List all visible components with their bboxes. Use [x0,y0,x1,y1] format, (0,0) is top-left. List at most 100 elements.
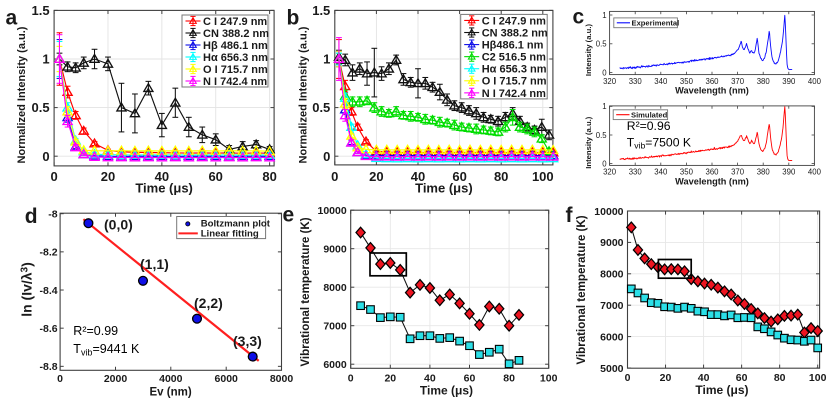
svg-text:0: 0 [50,169,57,184]
svg-text:360: 360 [705,168,719,177]
svg-text:0: 0 [625,372,631,384]
svg-text:(3,3): (3,3) [233,333,262,349]
svg-text:(2,2): (2,2) [194,295,223,311]
svg-text:20: 20 [101,169,115,184]
svg-text:400: 400 [808,168,822,177]
svg-text:40: 40 [698,372,710,384]
svg-text:0: 0 [348,372,354,384]
svg-text:6000: 6000 [215,373,239,385]
svg-text:1: 1 [602,11,606,20]
svg-text:390: 390 [782,77,796,86]
svg-text:Vibrational temperature (K): Vibrational temperature (K) [299,217,312,366]
svg-text:60: 60 [452,169,466,184]
svg-text:Hβ 486.1 nm: Hβ 486.1 nm [203,40,268,52]
svg-text:8000: 8000 [270,373,294,385]
svg-text:1: 1 [323,52,330,67]
svg-text:80: 80 [774,372,786,384]
svg-text:Time (μs): Time (μs) [695,383,748,397]
svg-text:Time (μs): Time (μs) [420,383,473,397]
svg-text:a: a [6,6,18,29]
svg-text:80: 80 [494,169,508,184]
svg-text:0: 0 [602,159,607,168]
svg-text:0: 0 [331,169,338,184]
svg-text:9000: 9000 [600,237,624,249]
svg-text:1: 1 [602,102,606,111]
svg-text:0: 0 [323,149,330,164]
svg-text:60: 60 [736,372,748,384]
svg-text:0: 0 [42,149,49,164]
svg-text:390: 390 [782,168,796,177]
svg-text:8000: 8000 [600,269,624,281]
svg-text:Experimental: Experimental [632,18,680,27]
svg-text:CN 388.2 nm: CN 388.2 nm [203,28,269,40]
svg-text:O I 715.7 nm: O I 715.7 nm [203,64,268,76]
svg-text:C2 516.5 nm: C2 516.5 nm [482,52,546,64]
svg-text:b: b [287,6,300,29]
svg-text:(0,0): (0,0) [104,217,133,233]
svg-text:CN 388.2 nm: CN 388.2 nm [482,27,548,39]
svg-text:(1,1): (1,1) [140,256,169,272]
svg-text:1.5: 1.5 [32,3,50,18]
svg-text:2000: 2000 [104,373,128,385]
svg-text:0.5: 0.5 [32,100,50,115]
svg-text:60: 60 [464,372,476,384]
svg-text:Time (μs): Time (μs) [135,181,193,196]
svg-text:8000: 8000 [323,282,347,294]
svg-text:340: 340 [654,168,668,177]
svg-text:320: 320 [603,168,617,177]
svg-text:-8.8: -8.8 [40,361,58,373]
svg-text:4000: 4000 [159,373,183,385]
svg-text:330: 330 [629,77,643,86]
svg-text:Time (μs): Time (μs) [415,181,473,196]
svg-text:Hβ486.1 nm: Hβ486.1 nm [482,40,544,52]
svg-text:Simulated: Simulated [631,110,668,119]
svg-text:-8: -8 [48,209,57,221]
svg-text:10000: 10000 [317,205,346,217]
svg-text:-8.2: -8.2 [40,247,58,259]
svg-text:O I 715.7 nm: O I 715.7 nm [482,76,547,88]
svg-text:ln (Iv/λ3): ln (Iv/λ3) [19,262,35,317]
svg-text:C I 247.9 nm: C I 247.9 nm [482,15,546,27]
svg-text:C I 247.9 nm: C I 247.9 nm [203,16,267,28]
svg-text:Vibrational temperature (K): Vibrational temperature (K) [575,215,588,364]
svg-text:350: 350 [680,77,694,86]
svg-text:20: 20 [369,169,383,184]
svg-text:Wavelength (nm): Wavelength (nm) [675,176,749,186]
svg-text:0.5: 0.5 [596,131,608,140]
svg-text:f: f [566,204,574,227]
svg-text:380: 380 [757,168,771,177]
svg-text:10000: 10000 [594,206,623,218]
svg-text:100: 100 [532,169,554,184]
svg-text:0.5: 0.5 [596,40,608,49]
svg-text:0.5: 0.5 [312,100,330,115]
svg-text:350: 350 [680,168,694,177]
svg-text:N I 742.4 nm: N I 742.4 nm [203,76,267,88]
svg-text:6000: 6000 [323,359,347,371]
svg-text:Wavelength (nm): Wavelength (nm) [675,86,749,96]
svg-text:40: 40 [155,169,169,184]
svg-text:20: 20 [660,372,672,384]
svg-text:1.5: 1.5 [312,3,330,18]
svg-text:d: d [25,205,38,228]
svg-text:360: 360 [705,77,719,86]
svg-text:c: c [573,5,585,28]
svg-text:7000: 7000 [323,321,347,333]
svg-text:40: 40 [424,372,436,384]
svg-text:380: 380 [757,77,771,86]
svg-text:Hα 656.3 nm: Hα 656.3 nm [203,52,268,64]
svg-text:5000: 5000 [600,363,624,375]
svg-text:R²=0.99: R²=0.99 [73,324,118,338]
svg-text:40: 40 [411,169,425,184]
svg-text:100: 100 [540,372,558,384]
svg-text:400: 400 [808,77,822,86]
svg-text:340: 340 [654,77,668,86]
svg-text:80: 80 [503,372,515,384]
svg-text:Ev (nm): Ev (nm) [150,387,192,399]
svg-text:Boltzmann plot: Boltzmann plot [201,219,271,230]
svg-text:1: 1 [42,52,49,67]
svg-text:0: 0 [602,68,607,77]
svg-text:N I 742.4 nm: N I 742.4 nm [482,88,546,100]
svg-text:100: 100 [809,372,827,384]
svg-text:9000: 9000 [323,244,347,256]
svg-text:7000: 7000 [600,300,624,312]
